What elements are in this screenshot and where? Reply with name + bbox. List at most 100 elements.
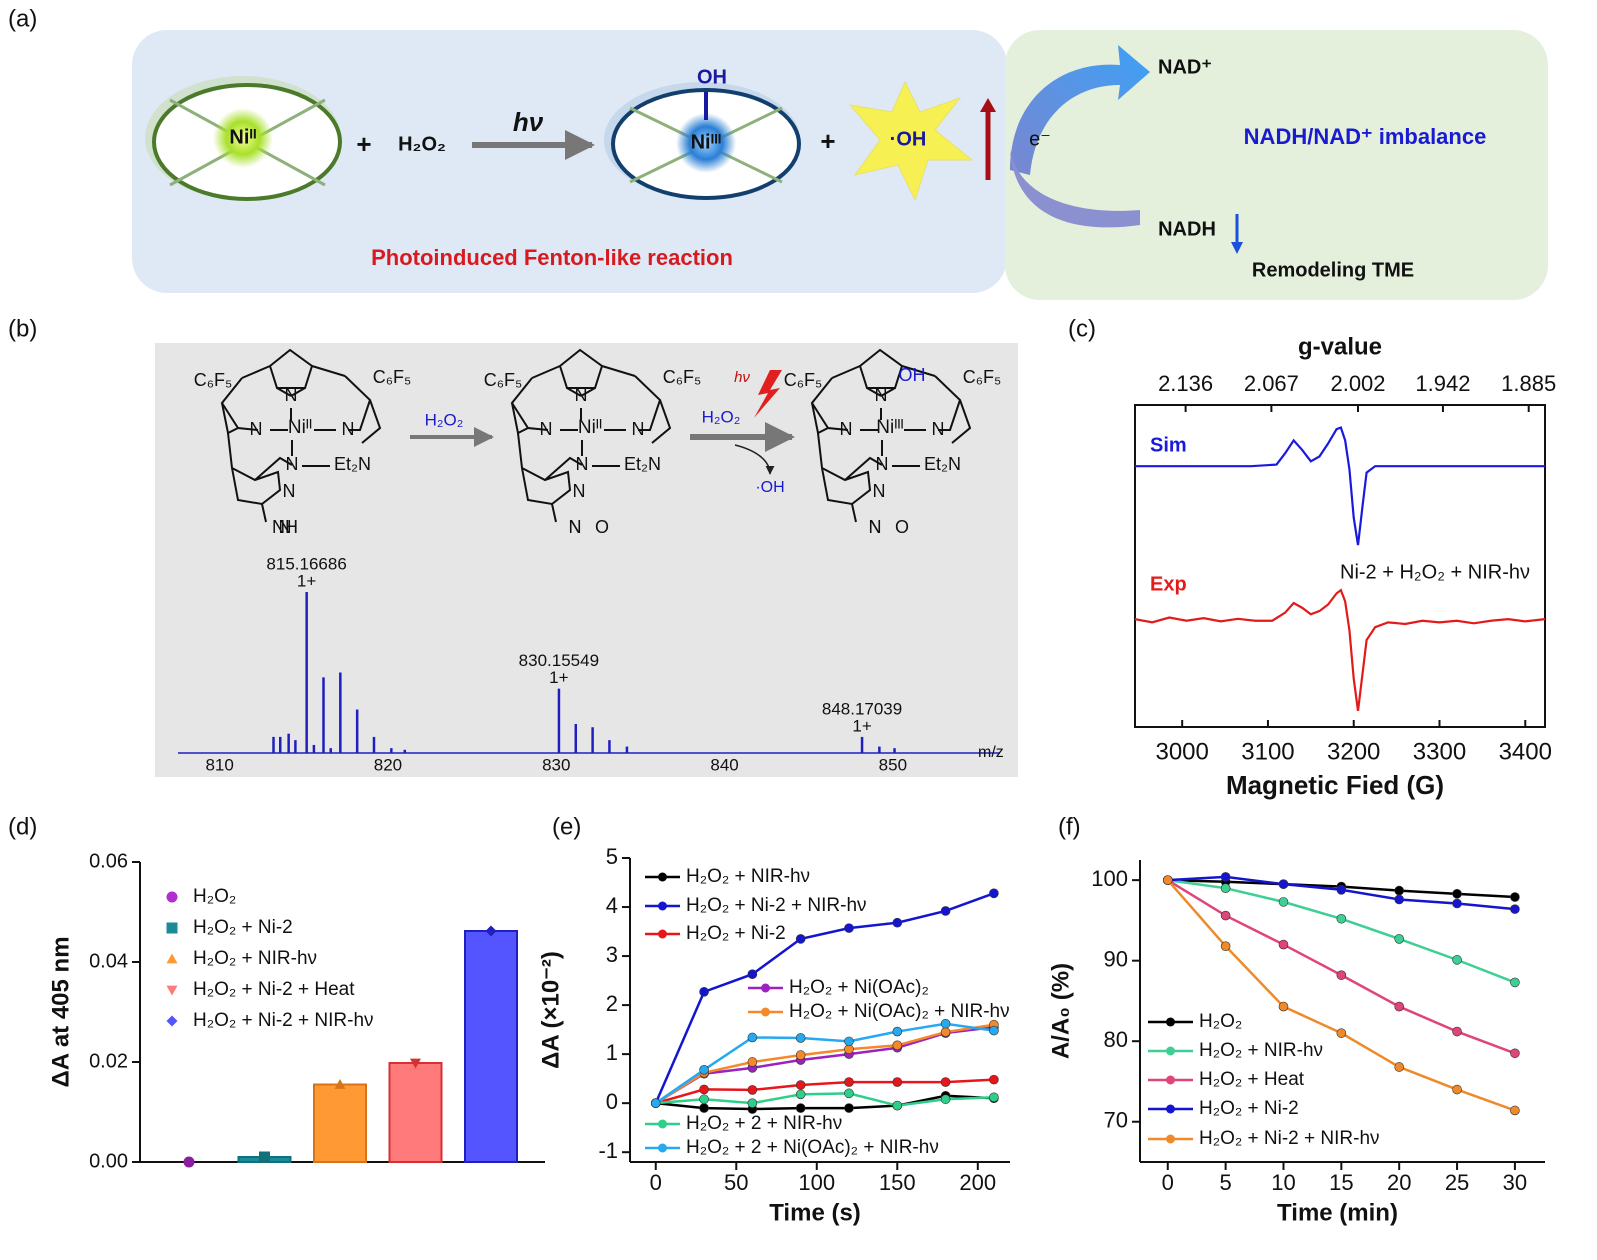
light-label: hν bbox=[513, 107, 544, 137]
point bbox=[699, 1103, 709, 1113]
series-line bbox=[655, 1022, 995, 1105]
x-tick-label: 3100 bbox=[1241, 738, 1294, 765]
atom-label: N bbox=[869, 517, 882, 537]
atom-label: N bbox=[932, 419, 945, 439]
point bbox=[1452, 889, 1462, 899]
point bbox=[892, 1077, 903, 1087]
legend-label: H₂O₂ + Ni-2 bbox=[193, 917, 293, 938]
point bbox=[989, 888, 999, 899]
x-axis-title: Time (min) bbox=[1277, 1199, 1398, 1226]
atom-label: NH bbox=[272, 517, 298, 537]
plus: + bbox=[356, 129, 371, 159]
legend-marker bbox=[658, 929, 667, 939]
atom-label: C₆F₅ bbox=[373, 367, 412, 387]
legend-label: H₂O₂ + 2 + Ni(OAc)₂ + NIR-hν bbox=[686, 1137, 939, 1158]
point bbox=[1510, 1105, 1520, 1116]
atom-label: N bbox=[250, 419, 263, 439]
x-tick-label: 840 bbox=[710, 755, 738, 774]
point bbox=[1162, 875, 1173, 885]
point bbox=[844, 1088, 854, 1099]
point bbox=[1510, 904, 1520, 914]
panel-label: (e) bbox=[552, 813, 581, 840]
series-label: Sim bbox=[1150, 434, 1187, 456]
y-tick-label: 3 bbox=[606, 942, 618, 967]
point bbox=[892, 917, 903, 928]
atom-label: OH bbox=[899, 365, 926, 385]
radical-star bbox=[848, 80, 974, 202]
atom-label: N bbox=[286, 454, 299, 474]
atom-label: N bbox=[285, 385, 298, 405]
light-label: hν bbox=[734, 369, 750, 386]
legend-marker bbox=[761, 1007, 770, 1017]
point bbox=[1510, 977, 1520, 988]
x-axis-title: m/z bbox=[978, 744, 1004, 761]
point bbox=[1394, 934, 1404, 944]
legend-marker bbox=[658, 1119, 667, 1129]
point bbox=[1452, 898, 1462, 909]
point bbox=[1394, 1001, 1404, 1012]
point bbox=[892, 1026, 903, 1037]
point bbox=[1278, 1001, 1289, 1012]
point bbox=[940, 906, 951, 916]
atom-label: Niᴵᴵ bbox=[578, 417, 602, 438]
point bbox=[1220, 883, 1231, 893]
atom-label: N bbox=[575, 385, 588, 405]
point bbox=[940, 1077, 951, 1087]
point bbox=[699, 1094, 709, 1105]
legend-label: H₂O₂ + Ni-2 + NIR-hν bbox=[1199, 1128, 1380, 1149]
x-tick-label: 830 bbox=[542, 755, 570, 774]
series-label: Exp bbox=[1150, 573, 1187, 595]
marker bbox=[485, 925, 497, 937]
reduction-arc bbox=[1010, 150, 1140, 228]
x-tick-label: 100 bbox=[798, 1170, 835, 1195]
complex-ni3 bbox=[604, 82, 801, 200]
point bbox=[747, 1057, 758, 1067]
point bbox=[1510, 892, 1520, 902]
peak-label: 815.16686 bbox=[266, 554, 346, 573]
annotation: Ni-2 + H₂O₂ + NIR-hν bbox=[1340, 561, 1530, 583]
species-label: NAD⁺ bbox=[1158, 56, 1212, 78]
complex-ni2 bbox=[145, 76, 342, 201]
decrease-arrow-head bbox=[1231, 242, 1243, 254]
point bbox=[1278, 879, 1289, 889]
reagent-label: H₂O₂ bbox=[702, 407, 741, 426]
point bbox=[699, 1065, 709, 1075]
y-tick-label: 0.06 bbox=[89, 850, 128, 872]
atom-label: N bbox=[279, 517, 292, 537]
point bbox=[1336, 913, 1347, 924]
y-tick-label: 2 bbox=[606, 991, 618, 1016]
point bbox=[795, 934, 806, 944]
atom-label: N bbox=[873, 481, 886, 501]
marker bbox=[183, 1156, 195, 1168]
side-arrow bbox=[734, 444, 775, 475]
legend-marker bbox=[1166, 1017, 1175, 1027]
x-tick-label: 50 bbox=[724, 1170, 748, 1195]
y-tick-label: 5 bbox=[606, 844, 618, 869]
bar bbox=[464, 930, 518, 1163]
x-tick-label: 5 bbox=[1220, 1170, 1232, 1195]
peak-label: 848.17039 bbox=[822, 699, 902, 718]
y-tick-label: 0.02 bbox=[89, 1050, 128, 1072]
species-label: NADH bbox=[1158, 218, 1216, 240]
y-axis-title: ΔA (×10⁻²) bbox=[537, 951, 564, 1069]
series-line bbox=[655, 1094, 994, 1111]
legend-marker bbox=[166, 953, 178, 964]
bar bbox=[388, 1062, 443, 1163]
series-line bbox=[655, 1023, 995, 1105]
point bbox=[1452, 955, 1462, 965]
point bbox=[1394, 894, 1404, 905]
atom-label: Niᴵᴵ bbox=[288, 417, 312, 438]
legend-label: H₂O₂ + Ni-2 + NIR-hν bbox=[193, 1010, 374, 1031]
legend-label: H₂O₂ + Ni-2 bbox=[686, 923, 786, 944]
y-tick-label: 1 bbox=[606, 1040, 618, 1065]
y-tick-label: 70 bbox=[1104, 1108, 1128, 1133]
x-tick-label: 810 bbox=[205, 755, 233, 774]
y-tick-label: 100 bbox=[1091, 866, 1128, 891]
atom-label: O bbox=[595, 517, 609, 537]
atom-label: N bbox=[573, 481, 586, 501]
x2-tick-label: 2.067 bbox=[1244, 371, 1299, 396]
point bbox=[1452, 1026, 1462, 1037]
atom-label: O bbox=[895, 517, 909, 537]
atom-label: N bbox=[576, 454, 589, 474]
panel-b-bg bbox=[155, 343, 1018, 777]
